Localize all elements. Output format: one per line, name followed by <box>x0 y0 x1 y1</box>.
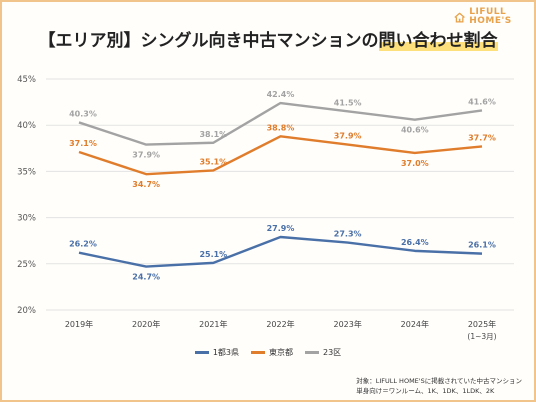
data-label: 34.7% <box>132 180 160 189</box>
x-tick-label: 2019年 <box>65 319 93 329</box>
brand-logo-text: LIFULL HOME'S <box>469 7 512 26</box>
x-tick-label: 2023年 <box>333 319 361 329</box>
legend-swatch-2 <box>251 351 265 354</box>
y-tick-label: 25% <box>17 260 36 270</box>
series-line-1 <box>78 235 483 268</box>
data-label: 26.2% <box>69 240 97 249</box>
chart-title-highlight: 問い合わせ割合 <box>378 31 498 51</box>
brand-logo: LIFULL HOME'S <box>454 8 536 26</box>
data-label: 41.5% <box>334 98 362 107</box>
legend-label-2: 東京都 <box>269 348 293 357</box>
data-label: 26.4% <box>401 238 429 247</box>
footnote-line-1: 対象：LIFULL HOME'Sに掲載されていた中古マンション <box>356 377 522 385</box>
x-tick-sublabel: (1~3月) <box>467 332 496 341</box>
legend-item-3: 23区 <box>305 347 341 358</box>
x-tick-label: 2020年 <box>132 319 160 329</box>
data-label: 38.1% <box>199 130 227 139</box>
data-label: 37.0% <box>401 159 429 168</box>
data-label: 37.7% <box>468 133 496 142</box>
legend-item-2: 東京都 <box>251 347 293 358</box>
chart-title: 【エリア別】シングル向き中古マンションの問い合わせ割合 <box>0 26 536 51</box>
data-label: 40.3% <box>69 109 97 118</box>
footnote-line-2: 単身向け＝ワンルーム、1K、1DK、1LDK、2K <box>356 387 495 395</box>
data-label: 37.9% <box>132 151 160 160</box>
chart-title-prefix: 【エリア別】シングル向き中古マンションの <box>38 31 379 51</box>
x-tick-label: 2025年 <box>468 319 496 329</box>
data-label: 35.1% <box>199 157 227 166</box>
y-tick-label: 45% <box>17 75 36 85</box>
data-label: 40.6% <box>401 126 429 135</box>
series-line-3 <box>78 101 483 146</box>
series-line-2 <box>78 135 483 176</box>
y-tick-label: 40% <box>17 121 36 131</box>
legend-swatch-1 <box>194 351 209 354</box>
house-icon <box>454 12 465 23</box>
data-label: 24.7% <box>132 273 160 282</box>
data-label: 37.1% <box>69 139 97 148</box>
legend-swatch-3 <box>305 351 319 354</box>
chart-legend: 1都3県 東京都 23区 <box>0 347 536 358</box>
data-label: 26.1% <box>468 241 496 250</box>
data-label: 37.9% <box>334 132 362 141</box>
x-tick-label: 2022年 <box>266 319 294 329</box>
legend-label-3: 23区 <box>323 348 342 357</box>
x-tick-label: 2021年 <box>199 319 227 329</box>
data-label: 25.1% <box>199 250 227 259</box>
legend-item-1: 1都3県 <box>194 347 239 358</box>
x-tick-label: 2024年 <box>401 319 429 329</box>
data-label: 42.4% <box>267 90 295 99</box>
data-label: 27.3% <box>334 230 362 239</box>
data-label: 38.8% <box>267 123 295 132</box>
data-label: 27.9% <box>267 224 295 233</box>
footnote: 対象：LIFULL HOME'Sに掲載されていた中古マンション 単身向け＝ワンル… <box>356 376 522 396</box>
y-tick-label: 20% <box>17 306 36 316</box>
legend-label-1: 1都3県 <box>212 348 239 357</box>
y-tick-label: 35% <box>17 167 36 177</box>
y-tick-label: 30% <box>17 214 36 224</box>
data-label: 41.6% <box>468 97 496 106</box>
